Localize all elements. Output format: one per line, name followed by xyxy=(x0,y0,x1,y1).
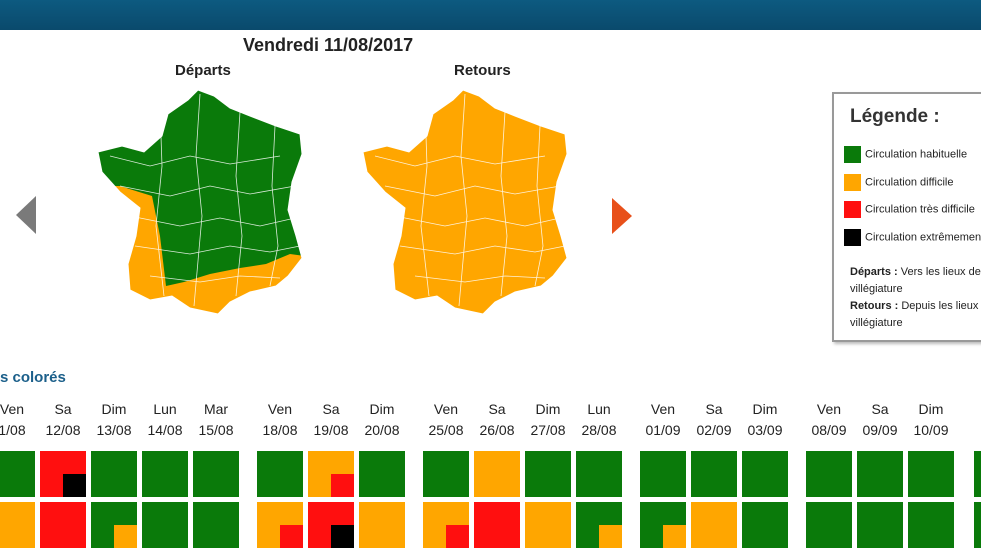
departure-day-cell[interactable] xyxy=(525,451,571,497)
day-label: Dim 13/08 xyxy=(96,401,132,438)
orange-swatch xyxy=(844,174,861,191)
departs-label: Départs xyxy=(175,62,231,79)
return-day-cell[interactable] xyxy=(640,502,686,548)
return-day-cell[interactable] xyxy=(193,502,239,548)
peak-period-marker xyxy=(331,525,354,548)
peak-period-marker xyxy=(114,525,137,548)
legend-title: Légende : xyxy=(850,106,940,127)
departure-day-cell[interactable] xyxy=(359,451,405,497)
departure-day-cell[interactable] xyxy=(423,451,469,497)
departure-day-cell[interactable] xyxy=(474,451,520,497)
departure-day-cell[interactable] xyxy=(806,451,852,497)
legend-retours-note: Retours : Depuis les lieux de villégiatu… xyxy=(850,300,981,329)
day-label: Ven 08/09 xyxy=(811,401,847,438)
departure-day-cell[interactable] xyxy=(40,451,86,497)
return-day-cell[interactable] xyxy=(806,502,852,548)
return-day-cell[interactable] xyxy=(908,502,954,548)
peak-period-marker xyxy=(446,525,469,548)
return-day-cell[interactable] xyxy=(974,502,981,548)
day-label: Sa 02/09 xyxy=(696,401,732,438)
day-label: Sa 12/08 xyxy=(45,401,81,438)
red-swatch xyxy=(844,201,861,218)
legend-departs-note: Départs : Vers les lieux de villégiature xyxy=(850,266,981,295)
departs-map xyxy=(97,89,303,315)
section-title: s colorés xyxy=(0,369,66,386)
day-label: Sa 26/08 xyxy=(479,401,515,438)
day-label: Ven 01/09 xyxy=(645,401,681,438)
peak-period-marker xyxy=(63,474,86,497)
retours-label: Retours xyxy=(454,62,511,79)
peak-period-marker xyxy=(331,474,354,497)
return-day-cell[interactable] xyxy=(40,502,86,548)
peak-period-marker xyxy=(663,525,686,548)
legend-item-tres-difficile: Circulation très difficile xyxy=(844,201,975,218)
return-day-cell[interactable] xyxy=(691,502,737,548)
departure-day-cell[interactable] xyxy=(576,451,622,497)
departure-day-cell[interactable] xyxy=(691,451,737,497)
green-swatch xyxy=(844,146,861,163)
top-bar xyxy=(0,0,981,30)
return-day-cell[interactable] xyxy=(359,502,405,548)
departure-day-cell[interactable] xyxy=(142,451,188,497)
day-label: Lun 14/08 xyxy=(147,401,183,438)
return-day-cell[interactable] xyxy=(525,502,571,548)
day-label: Ven 18/08 xyxy=(262,401,298,438)
previous-day-arrow-icon[interactable] xyxy=(16,196,38,234)
day-label: Ven 25/08 xyxy=(428,401,464,438)
departure-day-cell[interactable] xyxy=(742,451,788,497)
legend-item-extremement-difficile: Circulation extrêmement difficile xyxy=(844,229,981,246)
day-label: Dim 20/08 xyxy=(364,401,400,438)
legend-item-habituelle: Circulation habituelle xyxy=(844,146,967,163)
return-day-cell[interactable] xyxy=(142,502,188,548)
departure-day-cell[interactable] xyxy=(91,451,137,497)
return-day-cell[interactable] xyxy=(308,502,354,548)
departure-day-cell[interactable] xyxy=(857,451,903,497)
day-label: Mar 15/08 xyxy=(198,401,234,438)
legend-panel: Légende : Circulation habituelle Circula… xyxy=(832,92,981,342)
departure-day-cell[interactable] xyxy=(974,451,981,497)
departure-day-cell[interactable] xyxy=(908,451,954,497)
return-day-cell[interactable] xyxy=(857,502,903,548)
return-day-cell[interactable] xyxy=(0,502,35,548)
page-title: Vendredi 11/08/2017 xyxy=(243,35,414,55)
day-label: Dim 10/09 xyxy=(913,401,949,438)
day-label: Sa 09/09 xyxy=(862,401,898,438)
retours-map xyxy=(362,89,568,315)
departure-day-cell[interactable] xyxy=(257,451,303,497)
black-swatch xyxy=(844,229,861,246)
departure-day-cell[interactable] xyxy=(308,451,354,497)
return-day-cell[interactable] xyxy=(474,502,520,548)
legend-item-difficile: Circulation difficile xyxy=(844,174,953,191)
day-label: Dim 03/09 xyxy=(747,401,783,438)
return-day-cell[interactable] xyxy=(257,502,303,548)
return-day-cell[interactable] xyxy=(91,502,137,548)
return-day-cell[interactable] xyxy=(742,502,788,548)
departure-day-cell[interactable] xyxy=(193,451,239,497)
day-label: Lun 28/08 xyxy=(581,401,617,438)
departure-day-cell[interactable] xyxy=(0,451,35,497)
peak-period-marker xyxy=(599,525,622,548)
day-label: 1 xyxy=(973,399,981,420)
next-day-arrow-icon[interactable] xyxy=(612,198,632,234)
return-day-cell[interactable] xyxy=(576,502,622,548)
departure-day-cell[interactable] xyxy=(640,451,686,497)
peak-period-marker xyxy=(280,525,303,548)
day-label: Dim 27/08 xyxy=(530,401,566,438)
return-day-cell[interactable] xyxy=(423,502,469,548)
day-label: Ven 1/08 xyxy=(0,401,26,438)
day-label: Sa 19/08 xyxy=(313,401,349,438)
